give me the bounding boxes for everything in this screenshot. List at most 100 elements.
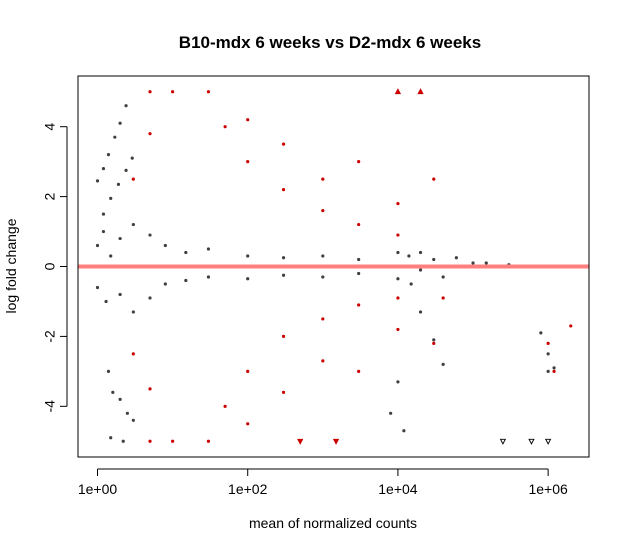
nonsignificant-point-19	[206, 247, 211, 251]
y-tick-label-4: 4	[42, 123, 58, 131]
significant-point-23	[246, 369, 250, 373]
significant-point-34	[569, 324, 573, 328]
nonsignificant-point-16	[148, 233, 152, 237]
nonsignificant-point-53	[418, 310, 423, 314]
significant-point-27	[396, 296, 400, 300]
nonsignificant-point-1	[101, 167, 106, 171]
nonsignificant-point-35	[321, 275, 325, 279]
significant-point-4	[206, 90, 211, 94]
nonsignificant-point-34	[281, 273, 286, 277]
significant-point-0	[131, 177, 135, 181]
nonsignificant-point-10	[130, 156, 134, 160]
nonsignificant-point-28	[131, 310, 135, 314]
nonsignificant-point-17	[163, 243, 167, 248]
nonsignificant-point-56	[396, 380, 400, 384]
nonsignificant-point-18	[184, 250, 188, 255]
significant-point-36	[552, 369, 556, 373]
nonsignificant-point-26	[104, 299, 108, 304]
nonsignificant-point-24	[396, 250, 400, 255]
x-tick-label-2: 1e+04	[378, 481, 418, 497]
nonsignificant-point-37	[396, 277, 400, 281]
clipped-point-3	[528, 438, 535, 445]
nonsignificant-point-49	[471, 261, 475, 265]
nonsignificant-point-3	[113, 135, 117, 139]
chart-title: B10-mdx 6 weeks vs D2-mdx 6 weeks	[179, 33, 481, 52]
clipped-point-5	[297, 438, 304, 445]
nonsignificant-point-11	[95, 243, 100, 248]
nonsignificant-point-27	[118, 292, 122, 297]
nonsignificant-point-12	[101, 229, 106, 234]
significant-point-33	[432, 341, 436, 345]
nonsignificant-point-51	[441, 275, 445, 279]
nonsignificant-point-46	[418, 250, 423, 255]
clipped-point-1	[394, 88, 402, 95]
nonsignificant-point-52	[409, 282, 413, 286]
nonsignificant-point-6	[101, 212, 106, 216]
nonsignificant-point-23	[357, 257, 361, 262]
significant-point-37	[441, 296, 445, 300]
nonsignificant-point-62	[546, 352, 550, 356]
nonsignificant-point-47	[432, 257, 436, 262]
x-tick-label-3: 1e+06	[528, 481, 568, 497]
nonsignificant-point-32	[206, 275, 211, 279]
significant-point-22	[223, 404, 227, 408]
nonsignificant-point-44	[121, 439, 125, 443]
nonsignificant-point-39	[111, 390, 115, 394]
significant-point-3	[171, 90, 175, 94]
clipped-point-0	[417, 88, 424, 95]
nonsignificant-point-55	[441, 362, 445, 366]
significant-point-18	[148, 387, 152, 391]
nonsignificant-point-14	[118, 236, 122, 241]
nonsignificant-point-64	[552, 366, 556, 370]
nonsignificant-point-0	[95, 179, 100, 183]
clipped-point-4	[544, 438, 552, 445]
nonsignificant-point-31	[184, 278, 188, 283]
significant-point-25	[321, 317, 325, 321]
significant-point-12	[281, 142, 286, 146]
nonsignificant-point-29	[148, 296, 152, 300]
nonsignificant-point-5	[124, 104, 128, 108]
points-layer	[95, 88, 573, 445]
nonsignificant-point-36	[357, 271, 361, 276]
nonsignificant-point-33	[246, 277, 250, 281]
nonsignificant-point-45	[407, 254, 411, 258]
nonsignificant-point-41	[125, 411, 129, 415]
clipped-point-6	[332, 438, 340, 445]
y-axis-label: log fold change	[3, 218, 19, 313]
significant-point-32	[396, 327, 400, 332]
nonsignificant-point-8	[116, 182, 121, 186]
y-tick-label-0: -4	[42, 400, 58, 413]
significant-point-15	[396, 201, 400, 206]
nonsignificant-point-7	[109, 196, 113, 200]
nonsignificant-point-30	[163, 282, 167, 286]
nonsignificant-point-9	[124, 168, 128, 172]
significant-point-28	[246, 422, 250, 426]
significant-point-16	[432, 177, 436, 181]
y-tick-label-3: 2	[42, 192, 58, 200]
x-axis: 1e+00 1e+02 1e+04 1e+06	[78, 468, 568, 497]
nonsignificant-point-21	[281, 256, 286, 260]
x-tick-label-0: 1e+00	[78, 481, 118, 497]
significant-point-21	[206, 439, 211, 443]
significant-point-31	[357, 369, 361, 373]
significant-point-17	[131, 352, 135, 356]
nonsignificant-point-58	[389, 411, 393, 415]
nonsignificant-point-48	[454, 256, 458, 260]
nonsignificant-point-40	[118, 397, 122, 401]
y-tick-label-2: 0	[42, 262, 58, 270]
significant-point-5	[223, 125, 227, 129]
significant-point-11	[246, 118, 250, 122]
nonsignificant-point-4	[118, 121, 122, 125]
significant-point-8	[321, 208, 325, 213]
nonsignificant-point-13	[109, 254, 113, 258]
nonsignificant-point-43	[109, 436, 113, 440]
significant-point-30	[321, 359, 325, 363]
plot-frame	[77, 75, 590, 458]
nonsignificant-point-61	[539, 331, 543, 335]
nonsignificant-point-54	[432, 338, 436, 342]
significant-point-6	[246, 160, 250, 164]
significant-point-2	[148, 90, 152, 94]
significant-point-7	[281, 188, 286, 192]
